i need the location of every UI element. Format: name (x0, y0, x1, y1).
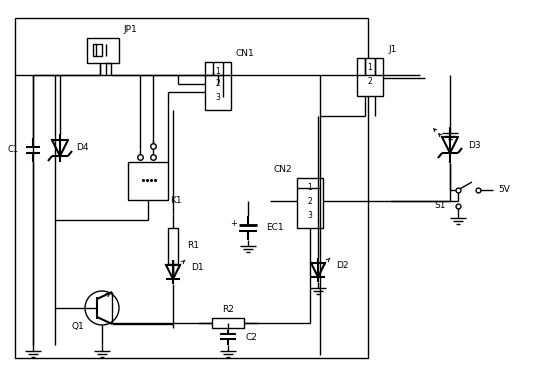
Text: 1: 1 (216, 68, 220, 76)
Text: D3: D3 (468, 141, 481, 150)
Text: D4: D4 (76, 144, 88, 153)
Text: 5V: 5V (498, 185, 510, 194)
Text: D2: D2 (336, 261, 348, 270)
Text: 3: 3 (216, 92, 220, 102)
Text: CN2: CN2 (273, 165, 292, 174)
Bar (357, 58, 383, 96)
Text: R2: R2 (222, 305, 234, 314)
Text: EC1: EC1 (266, 223, 284, 232)
Bar (168, 228, 178, 264)
Bar (15, 18, 368, 358)
Text: 2: 2 (216, 79, 220, 88)
Bar (297, 178, 323, 228)
Text: +: + (231, 218, 237, 227)
Text: 1: 1 (368, 64, 373, 73)
Text: J1: J1 (388, 45, 396, 55)
Text: Q1: Q1 (72, 321, 85, 331)
Text: JP1: JP1 (123, 26, 137, 35)
Text: 2: 2 (368, 77, 373, 86)
Text: R1: R1 (187, 241, 199, 250)
Text: D1: D1 (191, 264, 204, 273)
Text: K1: K1 (170, 196, 182, 205)
Bar (205, 62, 231, 110)
Bar (212, 318, 244, 328)
Text: 3: 3 (307, 211, 312, 220)
Bar (93, 44, 102, 56)
Text: S1: S1 (434, 202, 446, 211)
Text: C2: C2 (246, 332, 258, 341)
Circle shape (85, 291, 119, 325)
Bar (87, 38, 119, 63)
Text: CN1: CN1 (236, 50, 255, 59)
Text: C1: C1 (8, 146, 19, 155)
Text: 1: 1 (307, 183, 312, 193)
Text: 2: 2 (307, 197, 312, 206)
Bar (128, 162, 168, 200)
